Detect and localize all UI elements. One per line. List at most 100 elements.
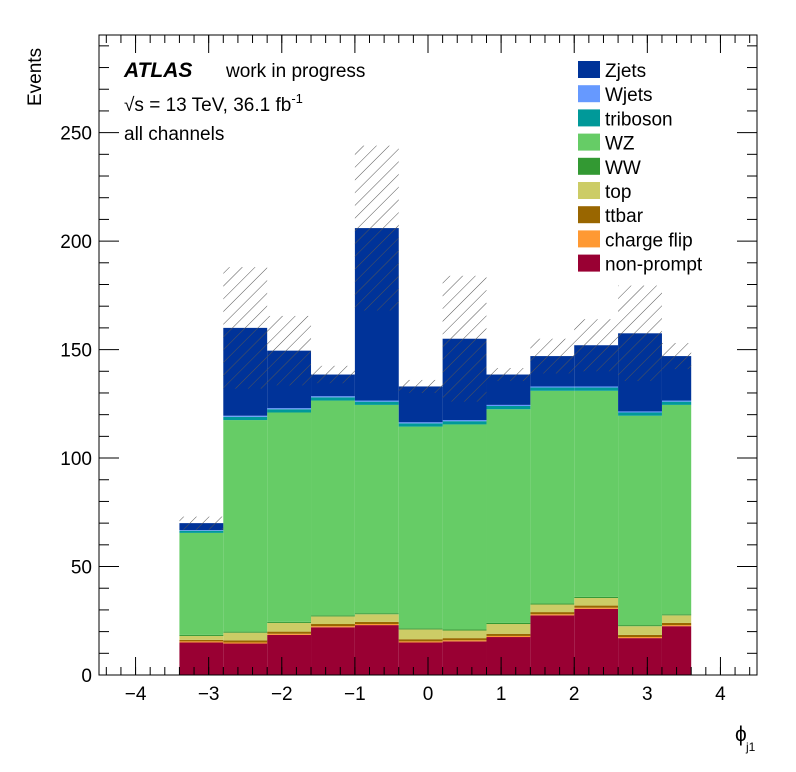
channels-label: all channels: [124, 124, 224, 145]
uncertainty-band: [574, 319, 619, 372]
bar-segment: [398, 423, 443, 427]
legend-swatch: [578, 157, 600, 175]
bar-segment: [179, 530, 224, 533]
bar-segment: [574, 387, 619, 391]
bar-segment: [574, 608, 619, 675]
bar-segment: [267, 621, 312, 623]
bar-segment: [618, 415, 662, 626]
uncertainty-band: [486, 368, 531, 382]
bar-segment: [530, 386, 575, 388]
bar-segment: [398, 628, 443, 630]
bar-segment: [398, 641, 443, 643]
legend-swatch: [578, 109, 600, 127]
legend-swatch: [578, 61, 600, 78]
uncertainty-band: [618, 285, 662, 382]
bar-segment: [311, 396, 355, 398]
y-axis-label: Events: [25, 48, 46, 106]
bar-segment: [267, 408, 312, 410]
bar-segment: [661, 625, 692, 627]
legend-label: WW: [605, 158, 641, 179]
bar-segment: [486, 624, 531, 634]
bar-segment: [486, 409, 531, 623]
legend-swatch: [578, 206, 600, 224]
energy-lumi-label: √s = 13 TeV, 36.1 fb-1: [124, 91, 303, 116]
bar-segment: [311, 397, 355, 401]
x-tick-label: 2: [569, 684, 580, 705]
x-tick-label: −1: [344, 684, 366, 705]
x-axis-label: ϕ: [735, 723, 747, 746]
bar-segment: [530, 614, 575, 616]
legend-swatch: [578, 254, 600, 272]
bar-segment: [179, 532, 224, 635]
bar-segment: [618, 634, 662, 638]
uncertainty-band: [354, 145, 399, 311]
bar-segment: [574, 390, 619, 597]
bar-segment: [267, 633, 312, 635]
x-tick-label: 4: [715, 684, 726, 705]
y-tick-label: 200: [60, 232, 92, 253]
y-tick-label: 100: [60, 449, 92, 470]
x-tick-label: −3: [198, 684, 220, 705]
bar-segment: [574, 386, 619, 388]
uncertainty-band: [442, 275, 487, 402]
uncertainty-band: [661, 343, 692, 370]
bar-segment: [179, 530, 224, 531]
uncertainty-band: [179, 516, 224, 530]
uncertainty-bands: [179, 145, 692, 530]
bar-segment: [442, 421, 487, 425]
legend-label: top: [605, 182, 631, 203]
legend-label: ttbar: [605, 206, 644, 227]
bar-segment: [354, 621, 399, 625]
bar-segment: [661, 404, 692, 615]
x-tick-label: 3: [642, 684, 653, 705]
uncertainty-band: [311, 365, 355, 384]
bar-segment: [661, 615, 692, 623]
bar-segment: [661, 401, 692, 405]
bar-segment: [574, 607, 619, 609]
bar-segment: [267, 409, 312, 413]
bar-segment: [574, 596, 619, 598]
bar-segment: [486, 633, 531, 636]
status-label: work in progress: [225, 61, 365, 82]
bar-segment: [354, 401, 399, 405]
y-tick-label: 0: [81, 666, 92, 687]
legend-swatch: [578, 133, 600, 151]
legend-label: WZ: [605, 134, 635, 155]
legend-swatch: [578, 85, 600, 103]
bar-segment: [398, 426, 443, 629]
bar-segment: [486, 637, 531, 675]
bar-segment: [442, 640, 487, 642]
x-axis-label-subscript: j1: [745, 740, 756, 754]
bar-segment: [442, 629, 487, 631]
legend-label: triboson: [605, 109, 673, 130]
bar-segment: [486, 635, 531, 638]
bar-segment: [223, 632, 268, 641]
x-tick-label: −2: [271, 684, 293, 705]
bar-segment: [442, 641, 487, 675]
bar-segment: [223, 642, 268, 644]
bar-segment: [311, 626, 355, 628]
x-tick-label: 0: [423, 684, 434, 705]
bar-segment: [223, 643, 268, 675]
bar-segment: [398, 639, 443, 642]
bar-segment: [530, 390, 575, 604]
bar-segment: [442, 420, 487, 422]
y-tick-label: 50: [71, 558, 92, 579]
bar-segment: [661, 622, 692, 626]
bar-segment: [267, 631, 312, 634]
bar-segment: [354, 614, 399, 622]
bar-segment: [486, 622, 531, 625]
bar-segment: [618, 637, 662, 639]
bar-segment: [311, 615, 355, 617]
x-tick-label: −4: [125, 684, 147, 705]
legend-swatch: [578, 182, 600, 199]
bar-segment: [267, 622, 312, 632]
bar-segment: [618, 411, 662, 413]
x-tick-label: 1: [496, 684, 507, 705]
bar-segment: [661, 614, 692, 616]
bar-segment: [223, 416, 268, 421]
bar-segment: [179, 641, 224, 643]
bar-segment: [398, 422, 443, 424]
bar-segment: [354, 404, 399, 614]
bar-segment: [179, 634, 224, 636]
